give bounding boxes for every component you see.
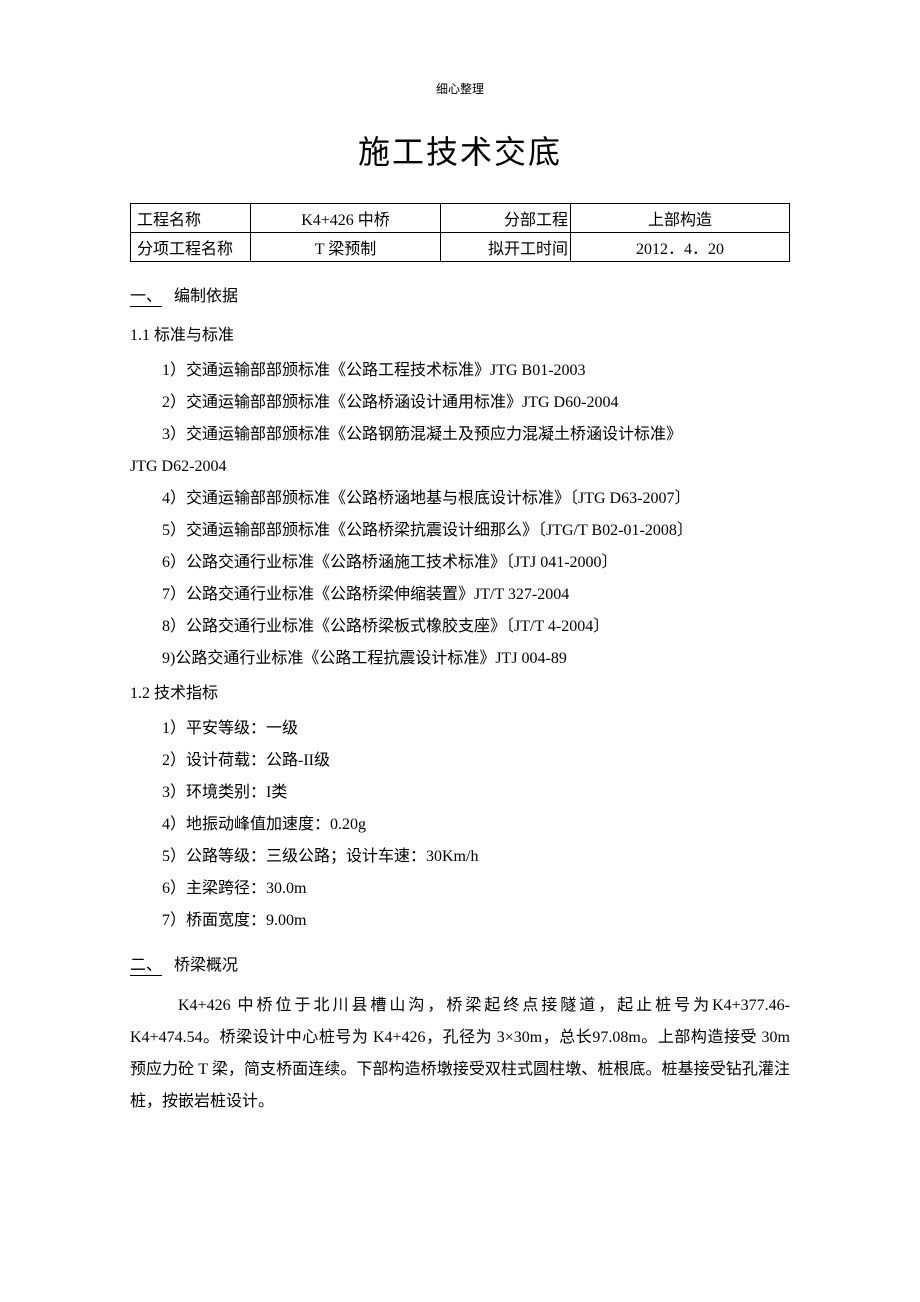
- tech-spec-item: 5）公路等级：三级公路；设计车速：30Km/h: [130, 841, 790, 873]
- project-info-table: 工程名称 K4+426 中桥 分部工程 上部构造 分项工程名称 T 梁预制 拟开…: [130, 203, 790, 262]
- section-2-title: 桥梁概况: [174, 957, 238, 974]
- standard-item: 2）交通运输部部颁标准《公路桥涵设计通用标准》JTG D60-2004: [130, 387, 790, 419]
- standard-item: 5）交通运输部部颁标准《公路桥梁抗震设计细那么》〔JTG/T B02-01-20…: [130, 515, 790, 547]
- page-header: 细心整理: [130, 80, 790, 97]
- tech-spec-item: 7）桥面宽度：9.00m: [130, 905, 790, 937]
- cell-start-time-value: 2012．4．20: [571, 233, 790, 262]
- section-2-number: 二、: [130, 951, 162, 976]
- cell-start-time-label: 拟开工时间: [441, 233, 571, 262]
- document-page: 细心整理 施工技术交底 工程名称 K4+426 中桥 分部工程 上部构造 分项工…: [0, 0, 920, 1178]
- tech-spec-item: 6）主梁跨径：30.0m: [130, 873, 790, 905]
- standard-item: 3）交通运输部部颁标准《公路钢筋混凝土及预应力混凝土桥涵设计标准》: [130, 419, 790, 451]
- standard-item: 7）公路交通行业标准《公路桥梁伸缩装置》JT/T 327-2004: [130, 579, 790, 611]
- table-row: 工程名称 K4+426 中桥 分部工程 上部构造: [131, 204, 790, 233]
- subsection-1-2-title: 1.2 技术指标: [130, 679, 790, 703]
- cell-project-name-label: 工程名称: [131, 204, 251, 233]
- main-title: 施工技术交底: [130, 127, 790, 173]
- cell-section-label: 分部工程: [441, 204, 571, 233]
- tech-spec-item: 3）环境类别：I类: [130, 777, 790, 809]
- cell-subproject-label: 分项工程名称: [131, 233, 251, 262]
- bridge-overview-paragraph: K4+426 中桥位于北川县槽山沟，桥梁起终点接隧道，起止桩号为K4+377.4…: [130, 990, 790, 1118]
- tech-spec-item: 4）地振动峰值加速度：0.20g: [130, 809, 790, 841]
- cell-project-name-value: K4+426 中桥: [251, 204, 441, 233]
- cell-subproject-value: T 梁预制: [251, 233, 441, 262]
- standard-item: 8）公路交通行业标准《公路桥梁板式橡胶支座》〔JT/T 4-2004〕: [130, 611, 790, 643]
- standard-item: 6）公路交通行业标准《公路桥涵施工技术标准》〔JTJ 041-2000〕: [130, 547, 790, 579]
- table-row: 分项工程名称 T 梁预制 拟开工时间 2012．4．20: [131, 233, 790, 262]
- section-1-heading: 一、 编制依据: [130, 282, 790, 307]
- standard-item: 4）交通运输部部颁标准《公路桥涵地基与根底设计标准》〔JTG D63-2007〕: [130, 483, 790, 515]
- subsection-1-1-title: 1.1 标准与标准: [130, 321, 790, 345]
- section-1-number: 一、: [130, 282, 162, 307]
- tech-spec-item: 2）设计荷载：公路-II级: [130, 745, 790, 777]
- cell-section-value: 上部构造: [571, 204, 790, 233]
- section-2-heading: 二、 桥梁概况: [130, 951, 790, 976]
- tech-spec-item: 1）平安等级：一级: [130, 713, 790, 745]
- standard-item-cont: JTG D62-2004: [130, 451, 790, 483]
- standard-item: 1）交通运输部部颁标准《公路工程技术标准》JTG B01-2003: [130, 355, 790, 387]
- section-1-title: 编制依据: [174, 288, 238, 305]
- standard-item: 9)公路交通行业标准《公路工程抗震设计标准》JTJ 004-89: [130, 643, 790, 675]
